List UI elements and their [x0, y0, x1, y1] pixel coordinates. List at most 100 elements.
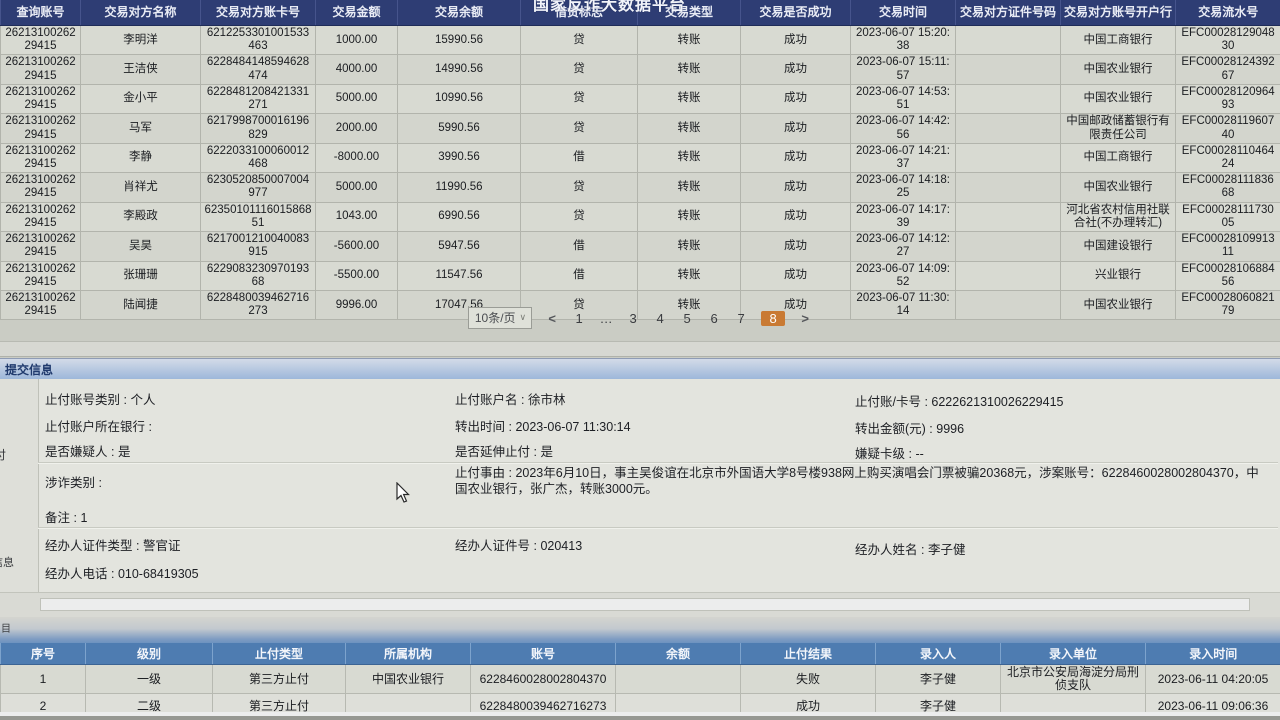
field-label: 嫌疑卡级 — [855, 447, 906, 461]
table-cell: 2621310026229415 — [0, 201, 81, 233]
platform-title: 国家反诈大数据平台 — [533, 0, 687, 14]
horizontal-scrollbar[interactable] — [0, 592, 1280, 618]
table-cell: 转账 — [637, 24, 741, 56]
cutoff-label-fragment: 信息 — [0, 557, 14, 569]
column-header: 录入时间 — [1145, 643, 1280, 665]
page-size-select[interactable]: 10条/页 ∨ — [467, 307, 533, 329]
field-label: 涉诈类别 — [45, 476, 96, 490]
table-cell: 肖祥尤 — [80, 172, 201, 203]
table-cell — [955, 201, 1061, 233]
table-cell: 622908323097019368 — [200, 260, 316, 291]
field-label: 经办人姓名 — [855, 543, 918, 557]
chevron-down-icon: ∨ — [519, 312, 527, 322]
table-cell — [955, 289, 1061, 321]
field-label: 止付账号类别 — [45, 393, 121, 407]
table-cell — [955, 260, 1061, 291]
table-cell: 5990.56 — [397, 113, 521, 144]
column-header: 级别 — [85, 643, 213, 665]
pagination: 10条/页 ∨ < 1 … 3 4 5 6 7 8 > — [0, 303, 1280, 333]
table-row[interactable]: 2621310026229415 李静 6222033100060012468 -80… — [0, 142, 1280, 174]
table-row[interactable]: 2621310026229415 李明洋 6212253301001533463 10… — [0, 24, 1280, 56]
table-row[interactable]: 2621310026229415 马军 6217998700016196829 200… — [0, 113, 1280, 144]
column-header: 交易流水号 — [1175, 0, 1280, 26]
table-cell: 6990.56 — [397, 201, 521, 233]
field-label: 止付事由 — [455, 466, 506, 480]
table-cell: 6212253301001533463 — [200, 24, 316, 56]
table-cell: 贷 — [520, 113, 638, 144]
page-number-5[interactable]: 5 — [683, 310, 691, 326]
field-separator: : — [925, 422, 937, 436]
next-page-button[interactable]: > — [801, 310, 809, 326]
table-cell: -5600.00 — [315, 231, 398, 262]
table-cell: EFC0002811183668 — [1175, 172, 1280, 203]
table-cell: 王洁侠 — [80, 54, 201, 85]
table-cell: 李子健 — [875, 663, 1001, 695]
form-field: 转出金额(元) : 9996 — [855, 418, 964, 437]
table-cell: 河北省农村信用社联合社(不办理转汇) — [1060, 201, 1176, 233]
table-cell: 转账 — [637, 54, 741, 85]
field-value: -- — [915, 447, 924, 461]
table-cell: 5947.56 — [397, 231, 521, 262]
page-number-8[interactable]: 8 — [761, 310, 786, 326]
page-number-4[interactable]: 4 — [656, 310, 664, 326]
table-cell: 2621310026229415 — [0, 24, 81, 56]
field-value: 1 — [80, 511, 88, 525]
stop-payment-table: 序号 级别 止付类型 所属机构 账号 余额 止付结果 录入人 录入单位 录入时间 1 一级 第三方止付… — [0, 643, 1280, 720]
field-separator: : — [132, 539, 143, 553]
table-cell: 2023-06-07 14:12:27 — [850, 231, 956, 262]
table-row[interactable]: 2621310026229415 王洁侠 6228484148594628474 40… — [0, 54, 1280, 85]
table-cell: 一级 — [85, 663, 213, 695]
table-cell: 2023-06-07 14:53:51 — [850, 83, 956, 115]
table-cell: 2621310026229415 — [0, 142, 81, 174]
field-value: 警官证 — [142, 539, 181, 553]
table-cell: 成功 — [740, 231, 851, 262]
form-field: 止付事由 : 2023年6月10日，事主吴俊谊在北京市外国语大学8号楼938网上… — [455, 466, 1267, 497]
form-field: 备注 : 1 — [45, 507, 87, 526]
prev-page-button[interactable]: < — [548, 310, 556, 326]
page-number-6[interactable]: 6 — [710, 310, 718, 326]
table-row[interactable]: 2621310026229415 金小平 6228481208421331271 50… — [0, 83, 1280, 115]
column-header: 交易对方账卡号 — [200, 0, 316, 26]
table-row[interactable]: 2621310026229415 吴昊 6217001210040083915 -56… — [0, 231, 1280, 262]
form-field: 经办人姓名 : 李子健 — [855, 539, 965, 558]
column-header: 交易对方名称 — [80, 0, 201, 26]
field-label: 备注 — [45, 511, 71, 525]
field-label: 是否嫌疑人 — [45, 445, 108, 459]
form-field: 止付账户所在银行 : — [45, 416, 152, 435]
table-cell: 中国农业银行 — [1060, 172, 1176, 203]
column-header: 账号 — [470, 643, 616, 665]
form-field: 止付账号类别 : 个人 — [45, 389, 155, 408]
table-cell: 成功 — [740, 201, 851, 233]
table-cell: 中国邮政储蓄银行有限责任公司 — [1060, 113, 1176, 144]
table-cell: EFC0002812439267 — [1175, 54, 1280, 85]
table-cell: 金小平 — [80, 83, 201, 115]
table-cell: 中国工商银行 — [1060, 24, 1176, 56]
column-header: 所属机构 — [345, 643, 471, 665]
table-cell: 转账 — [637, 289, 741, 321]
table-cell: 6235010111601586851 — [200, 201, 316, 233]
table-cell: 6222033100060012468 — [200, 142, 316, 174]
table-cell: 转账 — [637, 142, 741, 174]
page-size-label: 10条/页 — [474, 311, 516, 325]
field-label: 经办人证件号 — [455, 539, 531, 553]
table-row[interactable]: 2621310026229415 张珊珊 622908323097019368 -55… — [0, 260, 1280, 291]
field-label: 是否延伸止付 — [455, 445, 531, 459]
table-cell: 15990.56 — [397, 24, 521, 56]
table-cell: 李殿政 — [80, 201, 201, 233]
stop-payment-table-header: 序号 级别 止付类型 所属机构 账号 余额 止付结果 录入人 录入单位 录入时间 — [0, 643, 1280, 665]
field-separator: : — [70, 511, 81, 525]
table-cell: 6230520850007004977 — [200, 172, 316, 203]
page-number-7[interactable]: 7 — [737, 310, 745, 326]
page-number-3[interactable]: 3 — [629, 310, 637, 326]
table-row[interactable]: 1 一级 第三方止付 中国农业银行 6228460028002804370 失败 李子健 北京… — [0, 663, 1280, 695]
table-row[interactable]: 2621310026229415 李殿政 6235010111601586851 10… — [0, 201, 1280, 233]
table-cell: 中国农业银行 — [1060, 54, 1176, 85]
form-field: 止付账/卡号 : 6222621310026229415 — [855, 391, 1064, 410]
table-cell: 转账 — [637, 83, 741, 115]
field-label: 经办人证件类型 — [45, 539, 133, 553]
table-row[interactable]: 2621310026229415 肖祥尤 6230520850007004977 50… — [0, 172, 1280, 203]
table-cell: 成功 — [740, 83, 851, 115]
field-separator: : — [917, 543, 928, 557]
page-number-1[interactable]: 1 — [575, 310, 583, 326]
